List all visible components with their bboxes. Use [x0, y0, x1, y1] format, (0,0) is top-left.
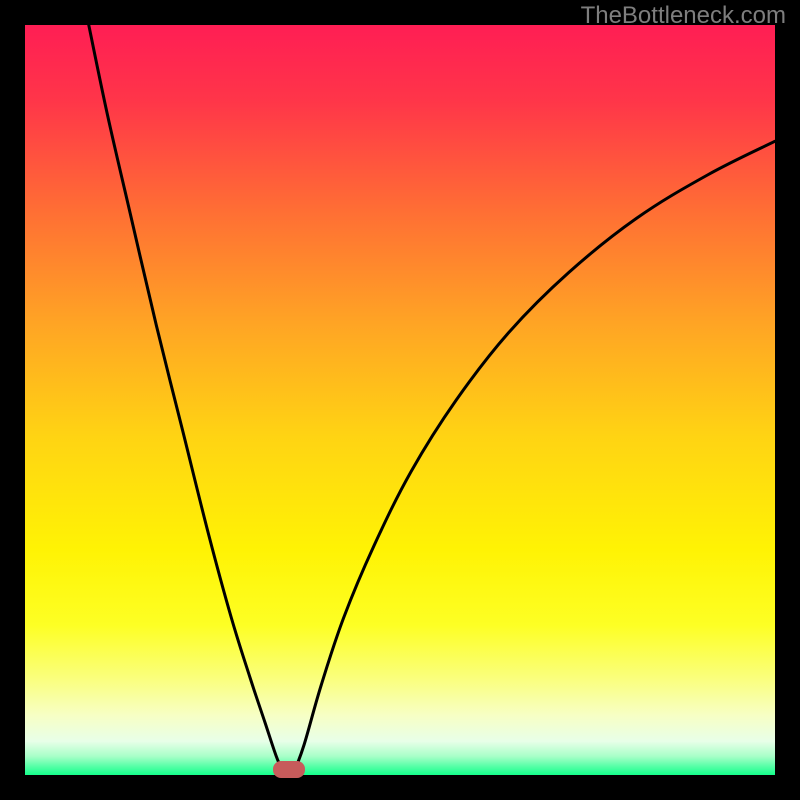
gradient-background: [25, 25, 775, 775]
plot-area: [25, 25, 775, 775]
minimum-marker: [273, 761, 305, 778]
chart-frame: TheBottleneck.com: [0, 0, 800, 800]
watermark-text: TheBottleneck.com: [581, 2, 786, 30]
